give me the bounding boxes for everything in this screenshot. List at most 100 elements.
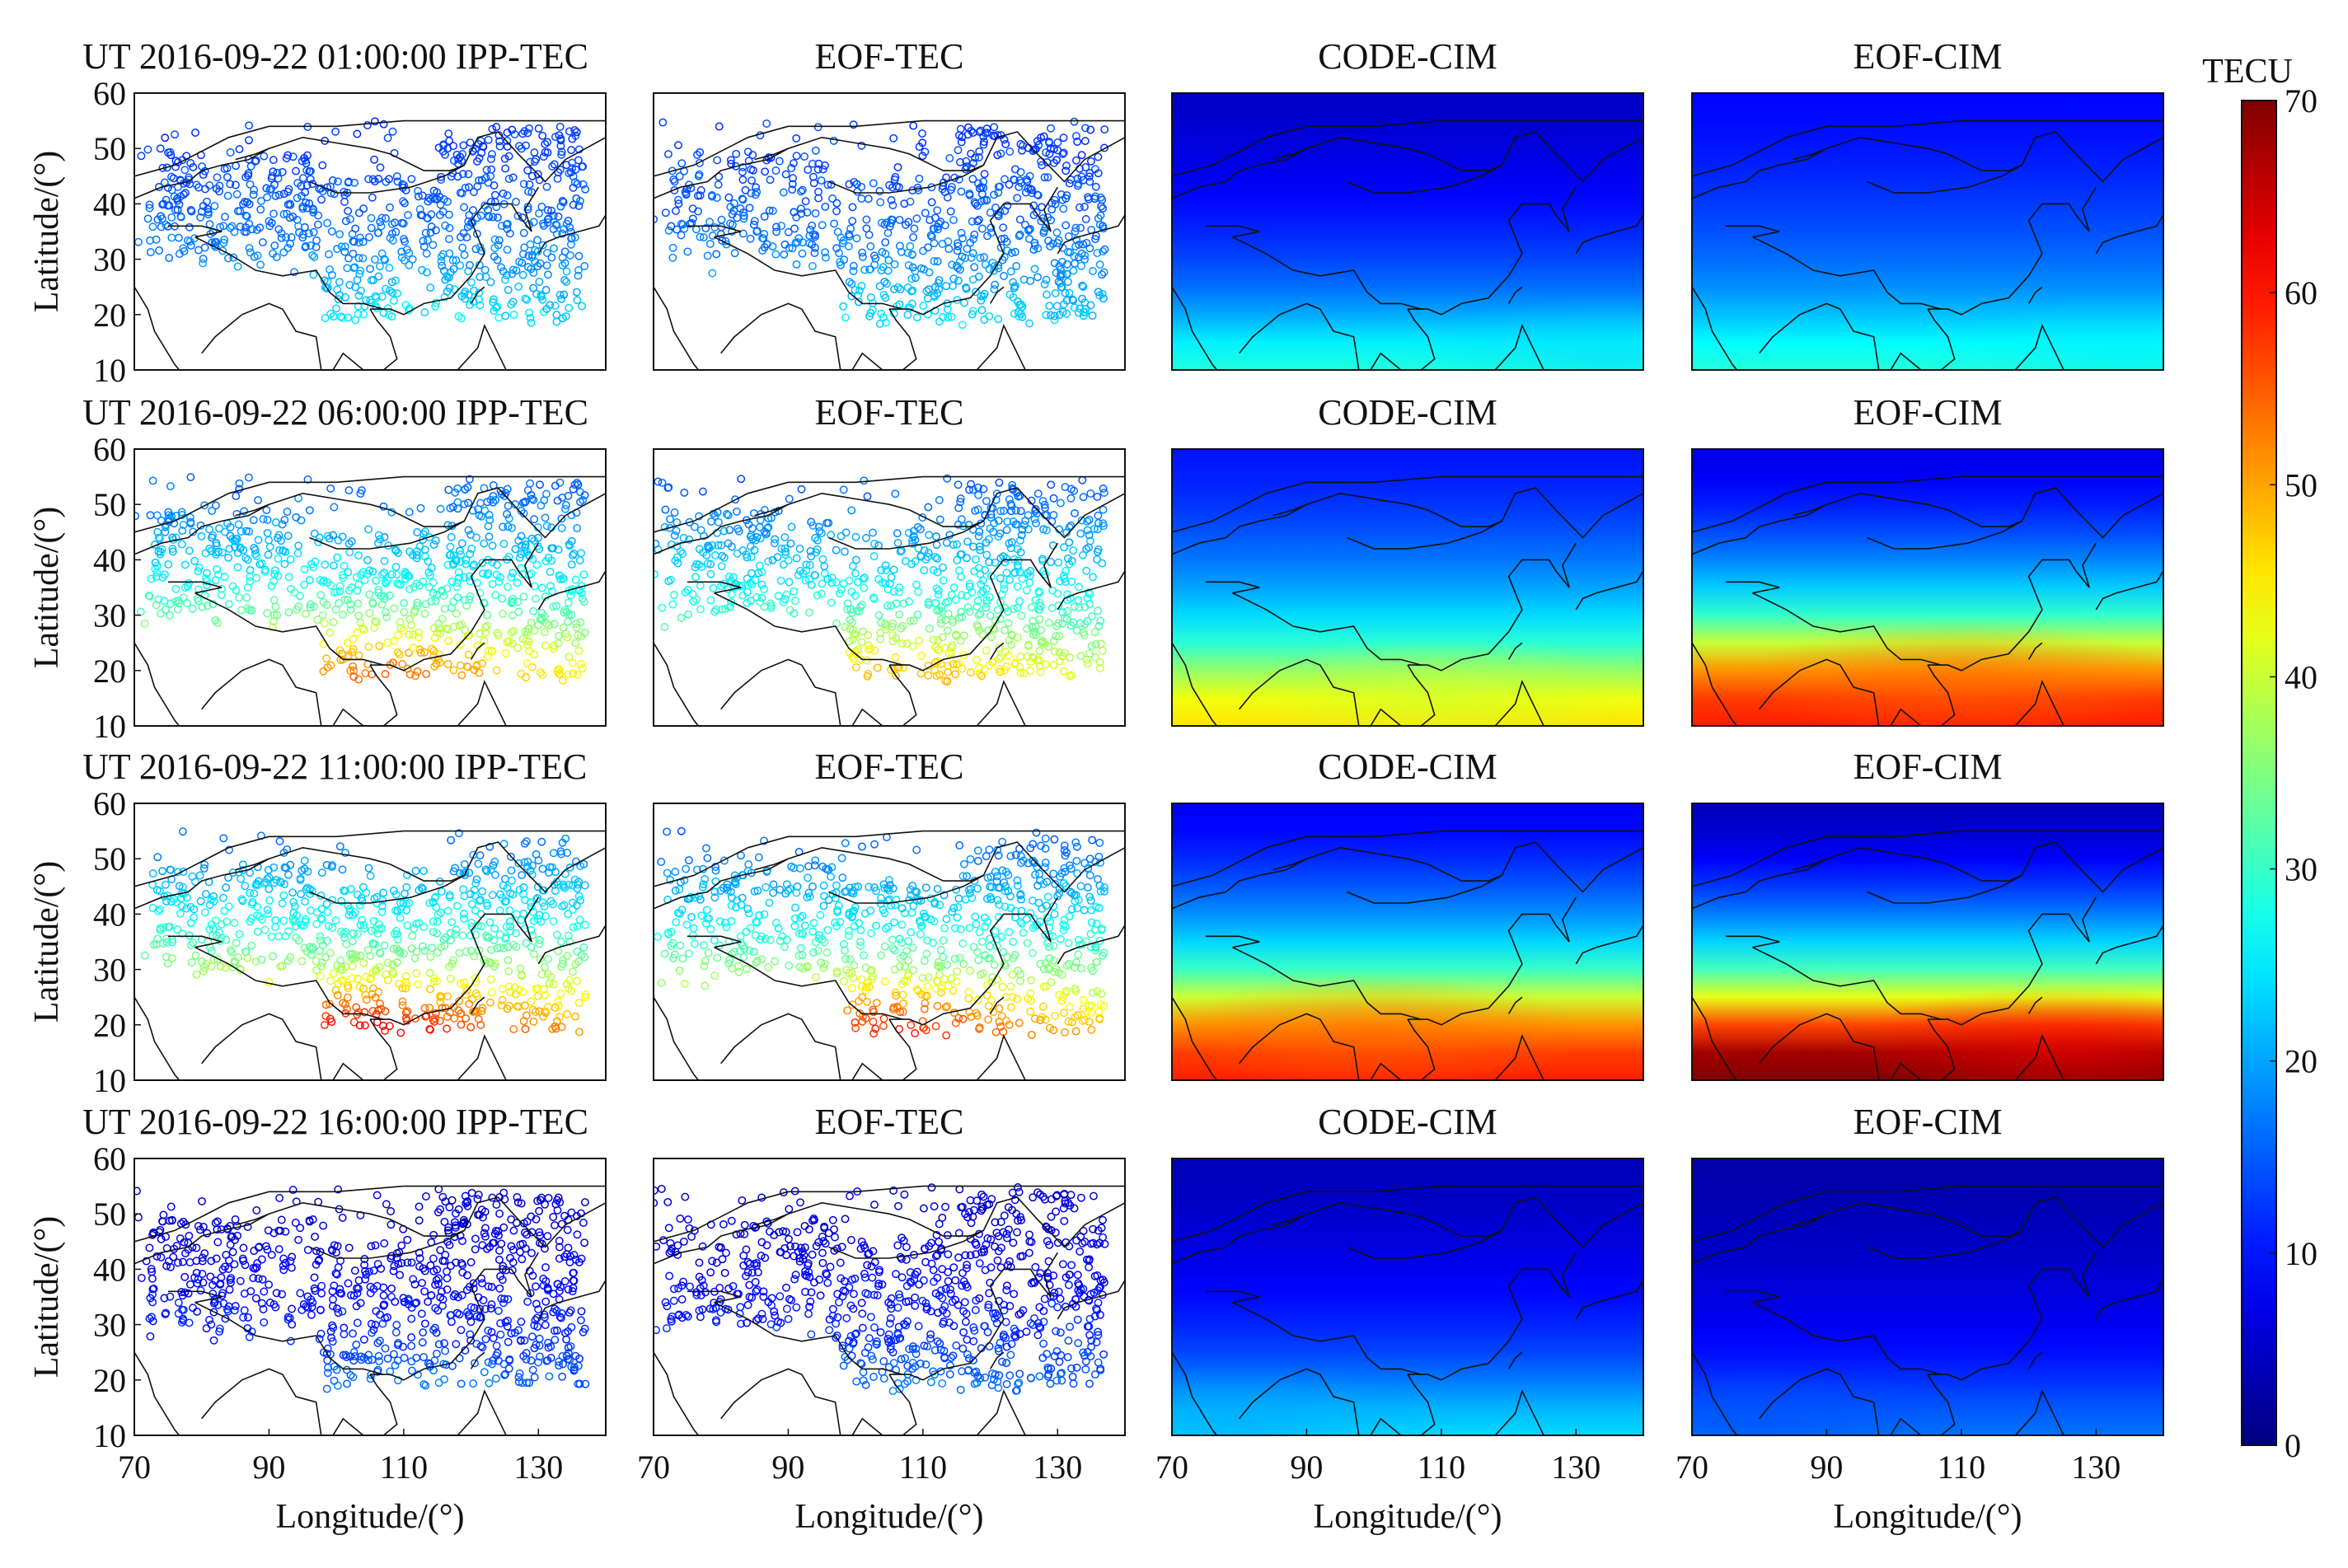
ipp-point bbox=[1036, 648, 1043, 654]
ipp-point bbox=[469, 901, 476, 907]
ipp-point bbox=[1016, 598, 1023, 605]
ipp-point bbox=[766, 176, 773, 183]
ipp-point bbox=[664, 869, 671, 876]
ipp-point bbox=[681, 489, 687, 496]
ipp-point bbox=[934, 541, 940, 548]
ipp-point bbox=[326, 250, 332, 257]
ipp-point bbox=[719, 553, 725, 559]
ipp-point bbox=[659, 119, 666, 125]
y-tick-label: 60 bbox=[93, 75, 126, 112]
ipp-point bbox=[534, 236, 541, 243]
ipp-point bbox=[933, 533, 940, 540]
ipp-point bbox=[781, 943, 788, 950]
ipp-point bbox=[1089, 836, 1095, 843]
ipp-point bbox=[1045, 893, 1052, 900]
ipp-point bbox=[978, 672, 985, 679]
ipp-point bbox=[1073, 858, 1080, 864]
ipp-point bbox=[1051, 910, 1057, 917]
ipp-point bbox=[1101, 246, 1108, 253]
ipp-point bbox=[677, 942, 683, 948]
ipp-point bbox=[924, 983, 930, 990]
ipp-point bbox=[510, 311, 517, 318]
ipp-point bbox=[555, 213, 561, 220]
ipp-point bbox=[954, 904, 961, 910]
ipp-point bbox=[948, 208, 954, 214]
ipp-point bbox=[1047, 979, 1054, 985]
ipp-point bbox=[195, 246, 202, 253]
ipp-point bbox=[453, 926, 460, 933]
ipp-point bbox=[992, 868, 999, 875]
ipp-point bbox=[1080, 996, 1086, 1003]
ipp-point bbox=[910, 967, 916, 973]
ipp-point bbox=[356, 209, 363, 216]
ipp-point bbox=[320, 668, 326, 675]
ipp-point bbox=[965, 989, 972, 995]
ipp-point bbox=[787, 540, 794, 546]
ipp-point bbox=[890, 135, 897, 142]
ipp-point bbox=[1032, 871, 1038, 878]
ipp-point bbox=[751, 948, 757, 955]
ipp-point bbox=[487, 999, 494, 1006]
coastline bbox=[457, 681, 511, 737]
ipp-point bbox=[423, 671, 429, 677]
ipp-point bbox=[377, 164, 383, 171]
ipp-point bbox=[813, 974, 819, 981]
ipp-point bbox=[808, 222, 815, 229]
ipp-point bbox=[499, 595, 505, 601]
ipp-point bbox=[209, 508, 215, 514]
ipp-point bbox=[529, 871, 536, 878]
ipp-point bbox=[940, 577, 947, 583]
panel-title: EOF-TEC bbox=[815, 36, 964, 77]
ipp-point bbox=[429, 645, 435, 652]
ipp-point bbox=[237, 875, 244, 882]
ipp-point bbox=[791, 225, 798, 232]
ipp-point bbox=[281, 560, 288, 567]
ipp-point bbox=[802, 922, 808, 929]
ipp-point bbox=[860, 254, 866, 260]
ipp-point bbox=[721, 555, 728, 561]
ipp-point bbox=[176, 234, 182, 241]
ipp-point bbox=[354, 130, 360, 137]
ipp-point bbox=[368, 225, 375, 232]
ipp-point bbox=[714, 954, 720, 961]
ipp-point bbox=[443, 1025, 450, 1032]
ipp-point bbox=[771, 957, 778, 964]
ipp-point bbox=[309, 252, 316, 259]
ipp-point bbox=[513, 199, 519, 205]
ipp-point bbox=[958, 665, 965, 672]
ipp-point bbox=[379, 571, 386, 578]
ipp-point bbox=[542, 642, 549, 648]
ipp-point bbox=[822, 204, 828, 210]
ipp-point bbox=[582, 882, 588, 888]
ipp-point bbox=[801, 153, 808, 160]
ipp-point bbox=[951, 584, 958, 591]
ipp-point bbox=[1070, 547, 1076, 554]
ipp-point bbox=[658, 859, 664, 865]
ipp-point bbox=[691, 523, 698, 530]
ipp-point bbox=[703, 845, 710, 851]
ipp-point bbox=[233, 939, 240, 946]
ipp-point bbox=[979, 938, 986, 945]
ipp-point bbox=[1052, 290, 1059, 297]
ipp-point bbox=[1089, 312, 1095, 319]
ipp-point bbox=[272, 603, 279, 610]
ipp-point bbox=[522, 1026, 528, 1032]
ipp-point bbox=[961, 299, 968, 306]
y-tick-label: 40 bbox=[93, 896, 126, 933]
coastline bbox=[330, 1019, 397, 1086]
ipp-point bbox=[846, 578, 852, 584]
ipp-point bbox=[177, 910, 184, 917]
ipp-point bbox=[782, 171, 789, 177]
ipp-point bbox=[243, 594, 250, 601]
ipp-point bbox=[965, 604, 972, 611]
ipp-point bbox=[1080, 494, 1086, 500]
ipp-point bbox=[763, 120, 770, 127]
ipp-point bbox=[509, 174, 516, 180]
ipp-point bbox=[539, 865, 546, 872]
ipp-point bbox=[434, 918, 441, 924]
ipp-point bbox=[264, 194, 270, 200]
ipp-point bbox=[147, 512, 153, 518]
ipp-point bbox=[958, 637, 964, 644]
ipp-point bbox=[221, 573, 227, 580]
